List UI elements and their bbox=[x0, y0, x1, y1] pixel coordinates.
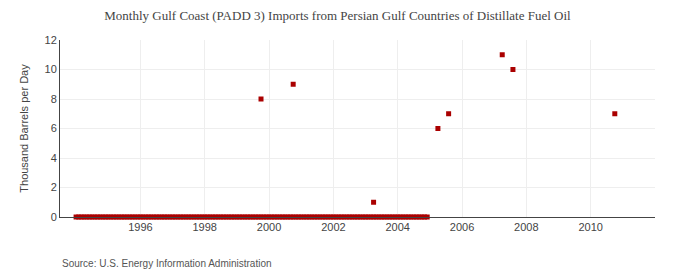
svg-text:2010: 2010 bbox=[578, 221, 602, 233]
svg-text:2004: 2004 bbox=[385, 221, 409, 233]
svg-text:2002: 2002 bbox=[321, 221, 345, 233]
svg-text:Monthly Gulf Coast (PADD 3) Im: Monthly Gulf Coast (PADD 3) Imports from… bbox=[104, 8, 571, 23]
svg-text:12: 12 bbox=[45, 34, 57, 46]
svg-text:10: 10 bbox=[45, 63, 57, 75]
svg-text:2000: 2000 bbox=[257, 221, 281, 233]
svg-text:2008: 2008 bbox=[514, 221, 538, 233]
svg-text:6: 6 bbox=[51, 122, 57, 134]
svg-text:1996: 1996 bbox=[128, 221, 152, 233]
svg-text:2: 2 bbox=[51, 181, 57, 193]
svg-text:Thousand Barrels per Day: Thousand Barrels per Day bbox=[18, 64, 30, 193]
svg-text:4: 4 bbox=[51, 152, 57, 164]
svg-text:0: 0 bbox=[51, 211, 57, 223]
svg-text:2006: 2006 bbox=[450, 221, 474, 233]
svg-text:8: 8 bbox=[51, 93, 57, 105]
svg-text:1998: 1998 bbox=[192, 221, 216, 233]
svg-text:Source: U.S. Energy Informatio: Source: U.S. Energy Information Administ… bbox=[62, 258, 272, 269]
